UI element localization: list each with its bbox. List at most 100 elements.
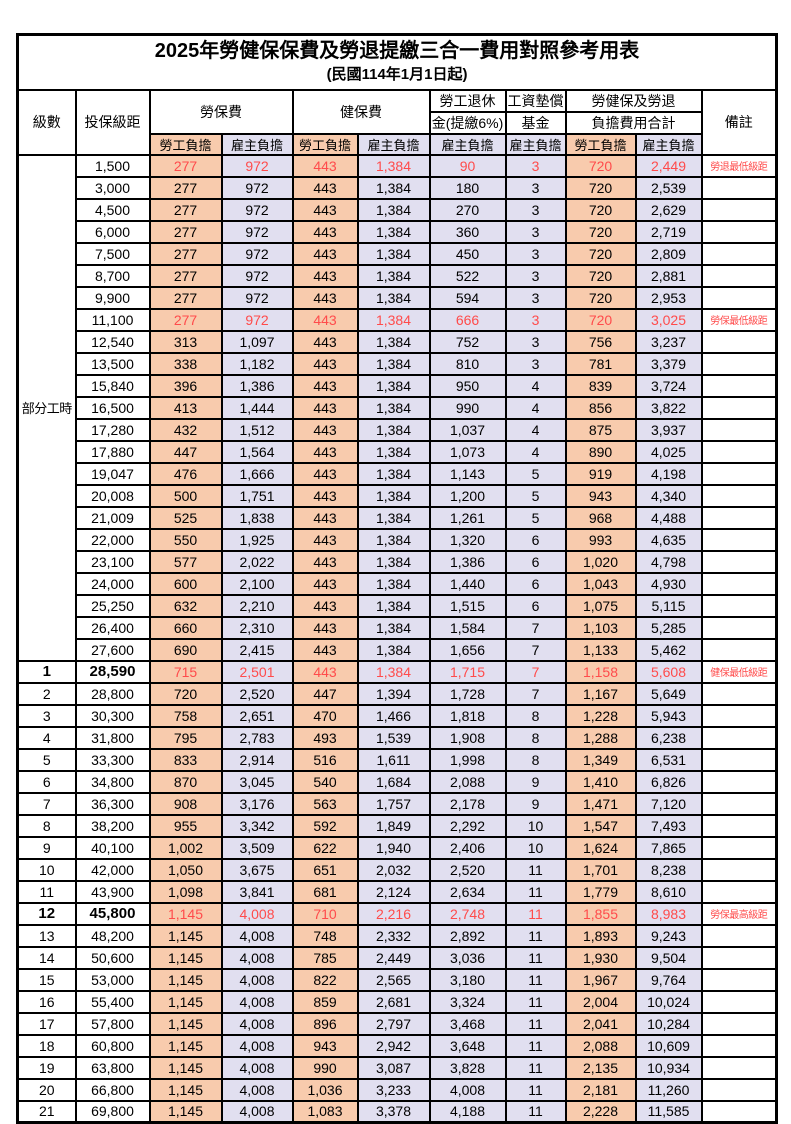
pension-employer-cell: 4,188	[428, 1099, 507, 1124]
table-row: 8,700 277 972 443 1,384 522 3 720 2,881	[18, 263, 778, 288]
bracket-cell: 16,500	[74, 395, 151, 420]
pension-employer-cell: 1,143	[428, 461, 507, 486]
health-insurance-worker-cell: 651	[291, 857, 359, 882]
bracket-cell: 60,800	[74, 1033, 151, 1058]
total-employer-cell: 9,504	[634, 945, 703, 970]
health-insurance-worker-cell: 493	[291, 725, 359, 750]
pension-employer-cell: 360	[428, 219, 507, 244]
labor-insurance-employer-cell: 972	[220, 197, 294, 222]
table-row: 23,100 577 2,022 443 1,384 1,386 6 1,020 4,798	[18, 549, 778, 574]
remark-cell	[700, 285, 778, 310]
labor-insurance-worker-cell: 1,145	[148, 901, 223, 926]
wage-fund-employer-cell: 3	[504, 153, 567, 178]
labor-insurance-worker-cell: 525	[148, 505, 223, 530]
labor-insurance-worker-cell: 277	[148, 197, 223, 222]
header-level: 級數	[16, 88, 77, 156]
level-cell: 6	[16, 769, 77, 794]
header-hi-employer-share: 雇主負擔	[356, 132, 431, 156]
pension-employer-cell: 2,088	[428, 769, 507, 794]
level-cell: 20	[16, 1077, 77, 1102]
health-insurance-employer-cell: 1,384	[356, 637, 431, 662]
header-health-insurance: 健保費	[291, 88, 431, 135]
labor-insurance-employer-cell: 1,182	[220, 351, 294, 376]
labor-insurance-worker-cell: 277	[148, 153, 223, 178]
health-insurance-worker-cell: 443	[291, 549, 359, 574]
health-insurance-employer-cell: 1,384	[356, 461, 431, 486]
remark-cell	[700, 989, 778, 1014]
bracket-cell: 42,000	[74, 857, 151, 882]
total-employer-cell: 2,629	[634, 197, 703, 222]
remark-cell: 勞保最高級距	[700, 901, 778, 926]
health-insurance-employer-cell: 2,332	[356, 923, 431, 948]
health-insurance-worker-cell: 785	[291, 945, 359, 970]
table-row: 19,047 476 1,666 443 1,384 1,143 5 919 4,198	[18, 461, 778, 486]
level-cell: 7	[16, 791, 77, 816]
remark-cell	[700, 329, 778, 354]
total-employer-cell: 6,826	[634, 769, 703, 794]
bracket-cell: 63,800	[74, 1055, 151, 1080]
wage-fund-employer-cell: 11	[504, 857, 567, 882]
total-employer-cell: 6,531	[634, 747, 703, 772]
pension-employer-cell: 2,892	[428, 923, 507, 948]
title-row: 2025年勞健保保費及勞退提繳三合一費用對照參考用表 (民國114年1月1日起)	[16, 33, 778, 91]
labor-insurance-worker-cell: 396	[148, 373, 223, 398]
pension-employer-cell: 594	[428, 285, 507, 310]
health-insurance-worker-cell: 443	[291, 329, 359, 354]
total-employer-cell: 3,379	[634, 351, 703, 376]
wage-fund-employer-cell: 11	[504, 1033, 567, 1058]
labor-insurance-employer-cell: 2,501	[220, 659, 294, 684]
total-worker-cell: 1,547	[564, 813, 637, 838]
bracket-cell: 22,000	[74, 527, 151, 552]
total-worker-cell: 756	[564, 329, 637, 354]
health-insurance-employer-cell: 3,087	[356, 1055, 431, 1080]
wage-fund-employer-cell: 3	[504, 351, 567, 376]
wage-fund-employer-cell: 3	[504, 307, 567, 332]
bracket-cell: 23,100	[74, 549, 151, 574]
pension-employer-cell: 1,440	[428, 571, 507, 596]
wage-fund-employer-cell: 3	[504, 175, 567, 200]
remark-cell	[700, 439, 778, 464]
bracket-cell: 33,300	[74, 747, 151, 772]
remark-cell: 勞退最低級距	[700, 153, 778, 178]
labor-insurance-employer-cell: 972	[220, 175, 294, 200]
table-row: 6,000 277 972 443 1,384 360 3 720 2,719	[18, 219, 778, 244]
labor-insurance-employer-cell: 4,008	[220, 923, 294, 948]
labor-insurance-employer-cell: 1,097	[220, 329, 294, 354]
health-insurance-worker-cell: 943	[291, 1033, 359, 1058]
pension-employer-cell: 1,261	[428, 505, 507, 530]
total-worker-cell: 1,471	[564, 791, 637, 816]
labor-insurance-employer-cell: 2,783	[220, 725, 294, 750]
bracket-cell: 36,300	[74, 791, 151, 816]
labor-insurance-employer-cell: 4,008	[220, 1077, 294, 1102]
pension-employer-cell: 2,748	[428, 901, 507, 926]
labor-insurance-worker-cell: 277	[148, 307, 223, 332]
pension-employer-cell: 666	[428, 307, 507, 332]
header-fund-employer-share: 雇主負擔	[504, 132, 567, 156]
health-insurance-worker-cell: 443	[291, 373, 359, 398]
labor-insurance-worker-cell: 500	[148, 483, 223, 508]
pension-employer-cell: 3,828	[428, 1055, 507, 1080]
table-row: 9 40,100 1,002 3,509 622 1,940 2,406 10 1,624 7,8…	[16, 835, 778, 860]
health-insurance-worker-cell: 443	[291, 153, 359, 178]
health-insurance-worker-cell: 748	[291, 923, 359, 948]
total-employer-cell: 5,608	[634, 659, 703, 684]
wage-fund-employer-cell: 3	[504, 263, 567, 288]
wage-fund-employer-cell: 11	[504, 923, 567, 948]
wage-fund-employer-cell: 11	[504, 989, 567, 1014]
health-insurance-worker-cell: 443	[291, 483, 359, 508]
total-worker-cell: 919	[564, 461, 637, 486]
health-insurance-employer-cell: 3,233	[356, 1077, 431, 1102]
total-worker-cell: 720	[564, 175, 637, 200]
total-employer-cell: 11,585	[634, 1099, 703, 1124]
labor-insurance-employer-cell: 3,509	[220, 835, 294, 860]
health-insurance-worker-cell: 443	[291, 461, 359, 486]
wage-fund-employer-cell: 3	[504, 197, 567, 222]
labor-insurance-employer-cell: 2,022	[220, 549, 294, 574]
bracket-cell: 69,800	[74, 1099, 151, 1124]
table-row: 6 34,800 870 3,045 540 1,684 2,088 9 1,410 6,826	[16, 769, 778, 794]
labor-insurance-employer-cell: 2,415	[220, 637, 294, 662]
wage-fund-employer-cell: 10	[504, 835, 567, 860]
remark-cell	[700, 857, 778, 882]
health-insurance-employer-cell: 1,384	[356, 615, 431, 640]
total-employer-cell: 4,798	[634, 549, 703, 574]
